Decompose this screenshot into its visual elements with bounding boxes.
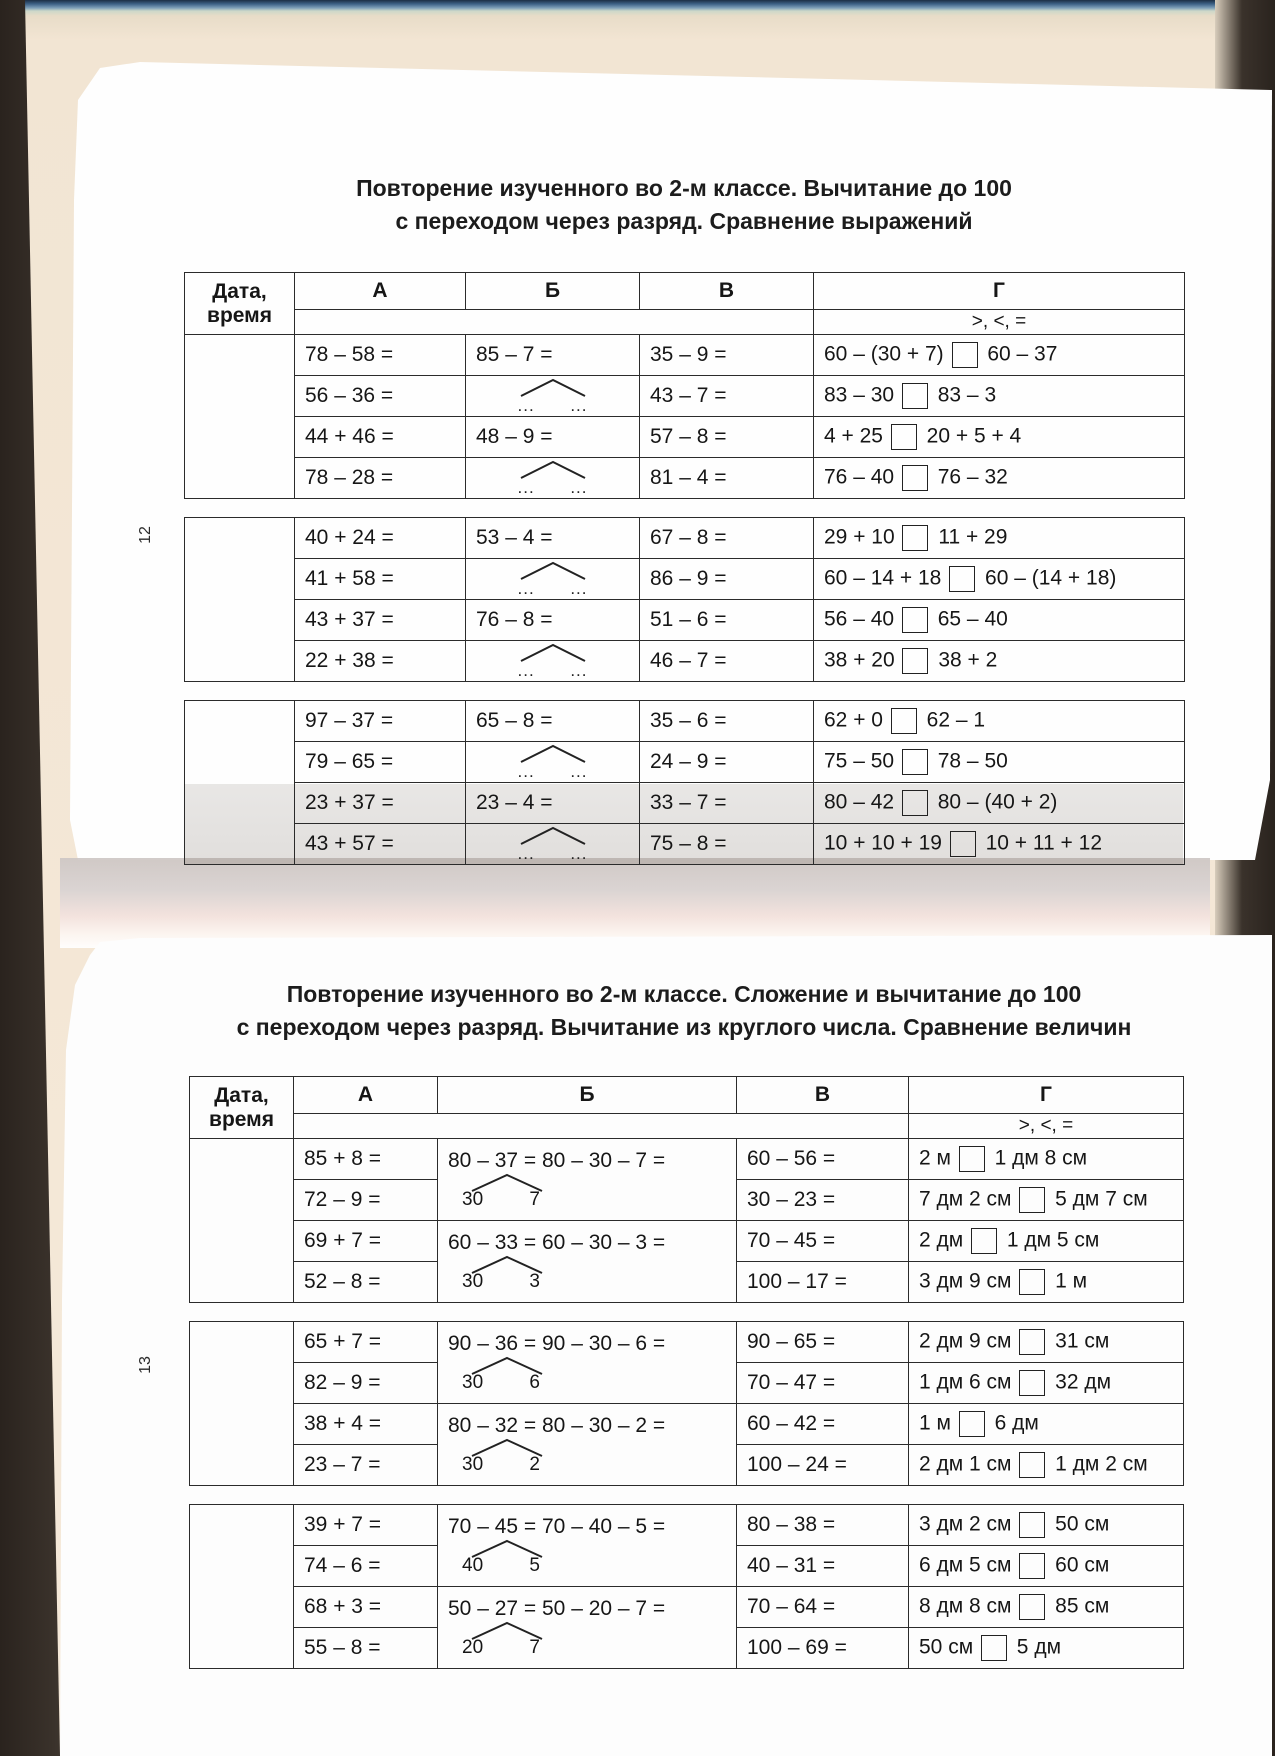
svg-text:12: 12 (137, 526, 154, 544)
svg-text:13: 13 (137, 1356, 154, 1374)
